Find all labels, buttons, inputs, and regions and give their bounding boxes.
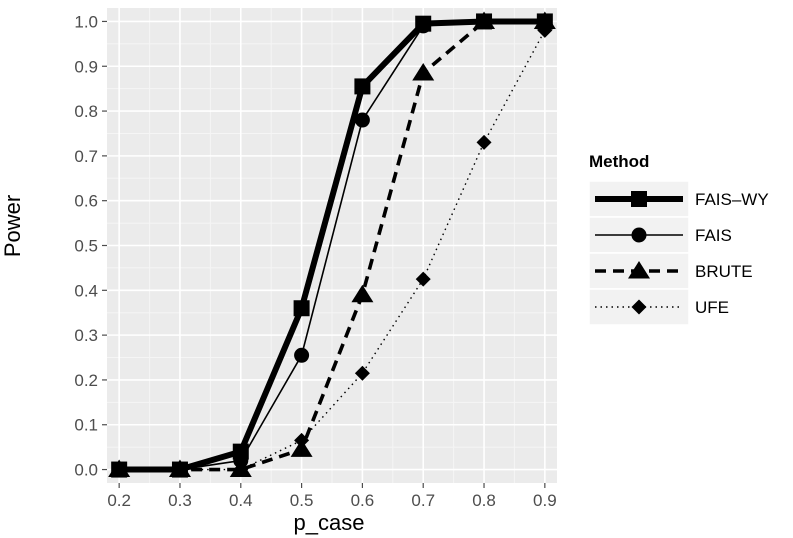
- y-tick-label: 0.9: [74, 57, 98, 76]
- x-tick-label: 0.7: [411, 491, 435, 510]
- y-tick-label: 0.8: [74, 102, 98, 121]
- y-tick-label: 0.3: [74, 326, 98, 345]
- series-point: [171, 461, 188, 478]
- x-tick-label: 0.3: [168, 491, 192, 510]
- legend-title: Method: [589, 152, 649, 171]
- y-tick-label: 0.6: [74, 192, 98, 211]
- y-tick-label: 0.4: [74, 281, 98, 300]
- y-axis-title: Power: [0, 195, 25, 257]
- x-tick-label: 0.8: [472, 491, 496, 510]
- series-point: [415, 271, 431, 287]
- series-point: [412, 62, 435, 81]
- y-tick-label: 0.0: [74, 461, 98, 480]
- series-point: [294, 347, 310, 363]
- series-point: [232, 443, 249, 460]
- series-line: [119, 18, 545, 473]
- x-tick-label: 0.9: [533, 491, 557, 510]
- series-point: [111, 461, 128, 478]
- legend-label: FAIS: [695, 226, 732, 245]
- y-tick-label: 0.7: [74, 147, 98, 166]
- legend-key-marker: [628, 261, 650, 279]
- y-tick-label: 1.0: [74, 12, 98, 31]
- x-tick-label: 0.2: [107, 491, 131, 510]
- series-point: [290, 439, 313, 457]
- series-point: [415, 15, 432, 32]
- x-axis: 0.2 0.3 0.4 0.5 0.6 0.7 0.8 0.9: [107, 483, 557, 510]
- series-layer: [108, 11, 556, 478]
- x-tick-label: 0.5: [290, 491, 314, 510]
- legend-key-marker: [631, 227, 647, 243]
- y-axis: 0.0 0.1 0.2 0.3 0.4 0.5 0.6 0.7 0.8 0.9 1.0: [74, 12, 107, 480]
- series-point: [476, 13, 493, 30]
- legend-key-marker: [631, 299, 647, 315]
- y-tick-label: 0.5: [74, 237, 98, 256]
- series-point: [536, 13, 553, 30]
- x-tick-label: 0.4: [229, 491, 253, 510]
- series-point: [293, 300, 310, 317]
- x-tick-label: 0.6: [351, 491, 375, 510]
- legend: Method FAIS–WY FAIS BRUTE UFE: [588, 152, 769, 326]
- legend-label: FAIS–WY: [695, 190, 769, 209]
- legend-key-marker: [631, 191, 647, 207]
- y-tick-label: 0.1: [74, 416, 98, 435]
- y-tick-label: 0.2: [74, 371, 98, 390]
- minor-gridlines: [107, 8, 557, 483]
- series-line: [119, 19, 545, 472]
- series-point: [476, 134, 492, 150]
- legend-label: UFE: [695, 298, 729, 317]
- series-point: [354, 365, 370, 381]
- series-point: [351, 284, 374, 303]
- series-point: [354, 78, 371, 95]
- x-axis-title: p_case: [294, 510, 365, 535]
- series-point: [229, 459, 252, 478]
- legend-label: BRUTE: [695, 262, 753, 281]
- series-point: [354, 112, 370, 128]
